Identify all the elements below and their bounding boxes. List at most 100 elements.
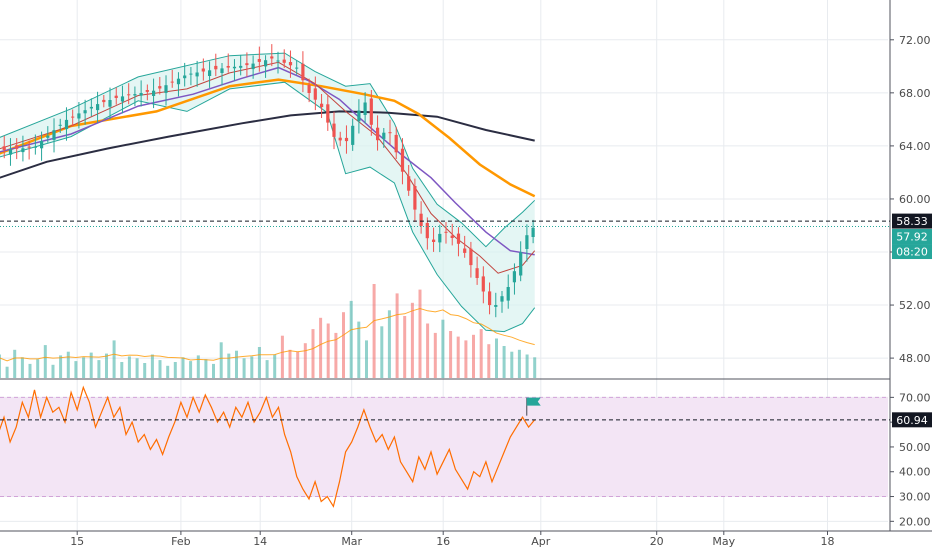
candle-body bbox=[519, 252, 523, 276]
volume-bar bbox=[158, 360, 162, 378]
candle-body bbox=[500, 296, 504, 302]
candle-body bbox=[2, 146, 6, 151]
candle-body bbox=[208, 70, 212, 76]
candle-body bbox=[120, 96, 125, 102]
moving-averages bbox=[0, 61, 536, 274]
candle-body bbox=[89, 106, 93, 109]
volume-bar bbox=[372, 284, 376, 378]
candlesticks bbox=[2, 44, 535, 318]
volume-bar bbox=[510, 351, 514, 378]
y-tick-label: 52.00 bbox=[899, 299, 931, 312]
candle-body bbox=[382, 132, 386, 139]
x-tick-label: 18 bbox=[821, 535, 835, 548]
candle-body bbox=[127, 94, 131, 96]
volume-bar bbox=[280, 335, 284, 378]
volume-bar bbox=[449, 331, 453, 378]
candle-body bbox=[419, 213, 423, 226]
volume-bar bbox=[143, 363, 147, 378]
oscillator-band-area bbox=[0, 397, 888, 497]
price-tag-last-bg bbox=[892, 213, 932, 229]
volume-bar bbox=[219, 342, 223, 378]
sma-short-line bbox=[0, 61, 536, 274]
volume-bar bbox=[97, 360, 101, 378]
volume-bar bbox=[43, 345, 47, 378]
candle-body bbox=[245, 63, 249, 66]
volume-bar bbox=[487, 344, 491, 378]
candle-body bbox=[133, 94, 137, 96]
volume-bar bbox=[502, 346, 506, 378]
volume-bar bbox=[433, 332, 437, 378]
x-tick-label: Apr bbox=[531, 535, 551, 548]
volume-bar bbox=[273, 354, 277, 378]
candle-body bbox=[170, 81, 174, 83]
volume-bar bbox=[235, 350, 238, 378]
candle-body bbox=[295, 67, 299, 69]
oscillator-tag-bg bbox=[892, 412, 932, 428]
candle-body bbox=[488, 291, 492, 306]
candle-body bbox=[195, 72, 199, 77]
candle-body bbox=[251, 63, 255, 70]
x-tick-label: Feb bbox=[171, 535, 190, 548]
bollinger-fill bbox=[0, 53, 535, 332]
candle-body bbox=[77, 113, 81, 119]
candle-body bbox=[376, 127, 380, 141]
ema-mid-line bbox=[0, 66, 535, 256]
candle-body bbox=[282, 59, 286, 63]
volume-bar bbox=[59, 355, 63, 378]
candle-body bbox=[450, 235, 454, 238]
y-tick-label: 64.00 bbox=[899, 140, 931, 153]
volume-bar bbox=[74, 361, 78, 378]
candle-body bbox=[301, 63, 305, 81]
volume-bar bbox=[135, 358, 139, 378]
volume-bar bbox=[204, 359, 208, 378]
volume-bar bbox=[166, 365, 170, 378]
volume-bar bbox=[533, 357, 537, 378]
candle-body bbox=[71, 116, 75, 118]
volume-bar bbox=[342, 312, 345, 378]
volume-bar bbox=[196, 355, 200, 378]
candle-body bbox=[351, 125, 355, 145]
candle-body bbox=[506, 287, 510, 301]
volume-bar bbox=[319, 317, 323, 378]
flag-cloth bbox=[526, 397, 541, 406]
x-tick-label: 16 bbox=[436, 535, 450, 548]
volume-bar bbox=[150, 354, 154, 378]
candle-body bbox=[288, 62, 293, 66]
candle-body bbox=[463, 248, 467, 253]
candle-body bbox=[114, 95, 118, 98]
price-axis-background bbox=[890, 0, 932, 550]
volume-bar bbox=[173, 362, 177, 378]
candle-body bbox=[15, 145, 19, 149]
volume-bar bbox=[112, 340, 116, 378]
oscillator-line bbox=[0, 385, 536, 508]
candle-body bbox=[444, 231, 448, 233]
candle-body bbox=[394, 134, 398, 153]
volume-bar bbox=[189, 361, 193, 378]
y-tick-label: 72.00 bbox=[899, 34, 931, 47]
volume-bar bbox=[441, 319, 445, 378]
volume-bar bbox=[479, 329, 483, 378]
candle-body bbox=[475, 268, 479, 278]
candle-body bbox=[425, 223, 429, 239]
oscillator bbox=[0, 385, 541, 508]
volume-bar bbox=[380, 326, 384, 378]
candle-body bbox=[307, 84, 311, 93]
candle-body bbox=[158, 86, 162, 89]
flag-icon[interactable] bbox=[526, 397, 541, 416]
y-tick-label: 60.00 bbox=[899, 193, 931, 206]
candle-body bbox=[64, 119, 69, 130]
candle-body bbox=[139, 93, 143, 96]
x-tick-label: 15 bbox=[70, 535, 84, 548]
candle-body bbox=[388, 132, 392, 134]
price-tag-close-bg bbox=[892, 229, 932, 245]
volume-bar bbox=[227, 353, 231, 378]
candle-body bbox=[108, 100, 112, 107]
osc-y-tick-label: 20.00 bbox=[899, 515, 931, 528]
candle-body bbox=[201, 68, 205, 72]
osc-y-tick-label: 70.00 bbox=[899, 391, 931, 404]
candle-body bbox=[232, 66, 237, 69]
candle-body bbox=[332, 123, 336, 137]
candle-body bbox=[400, 148, 405, 172]
